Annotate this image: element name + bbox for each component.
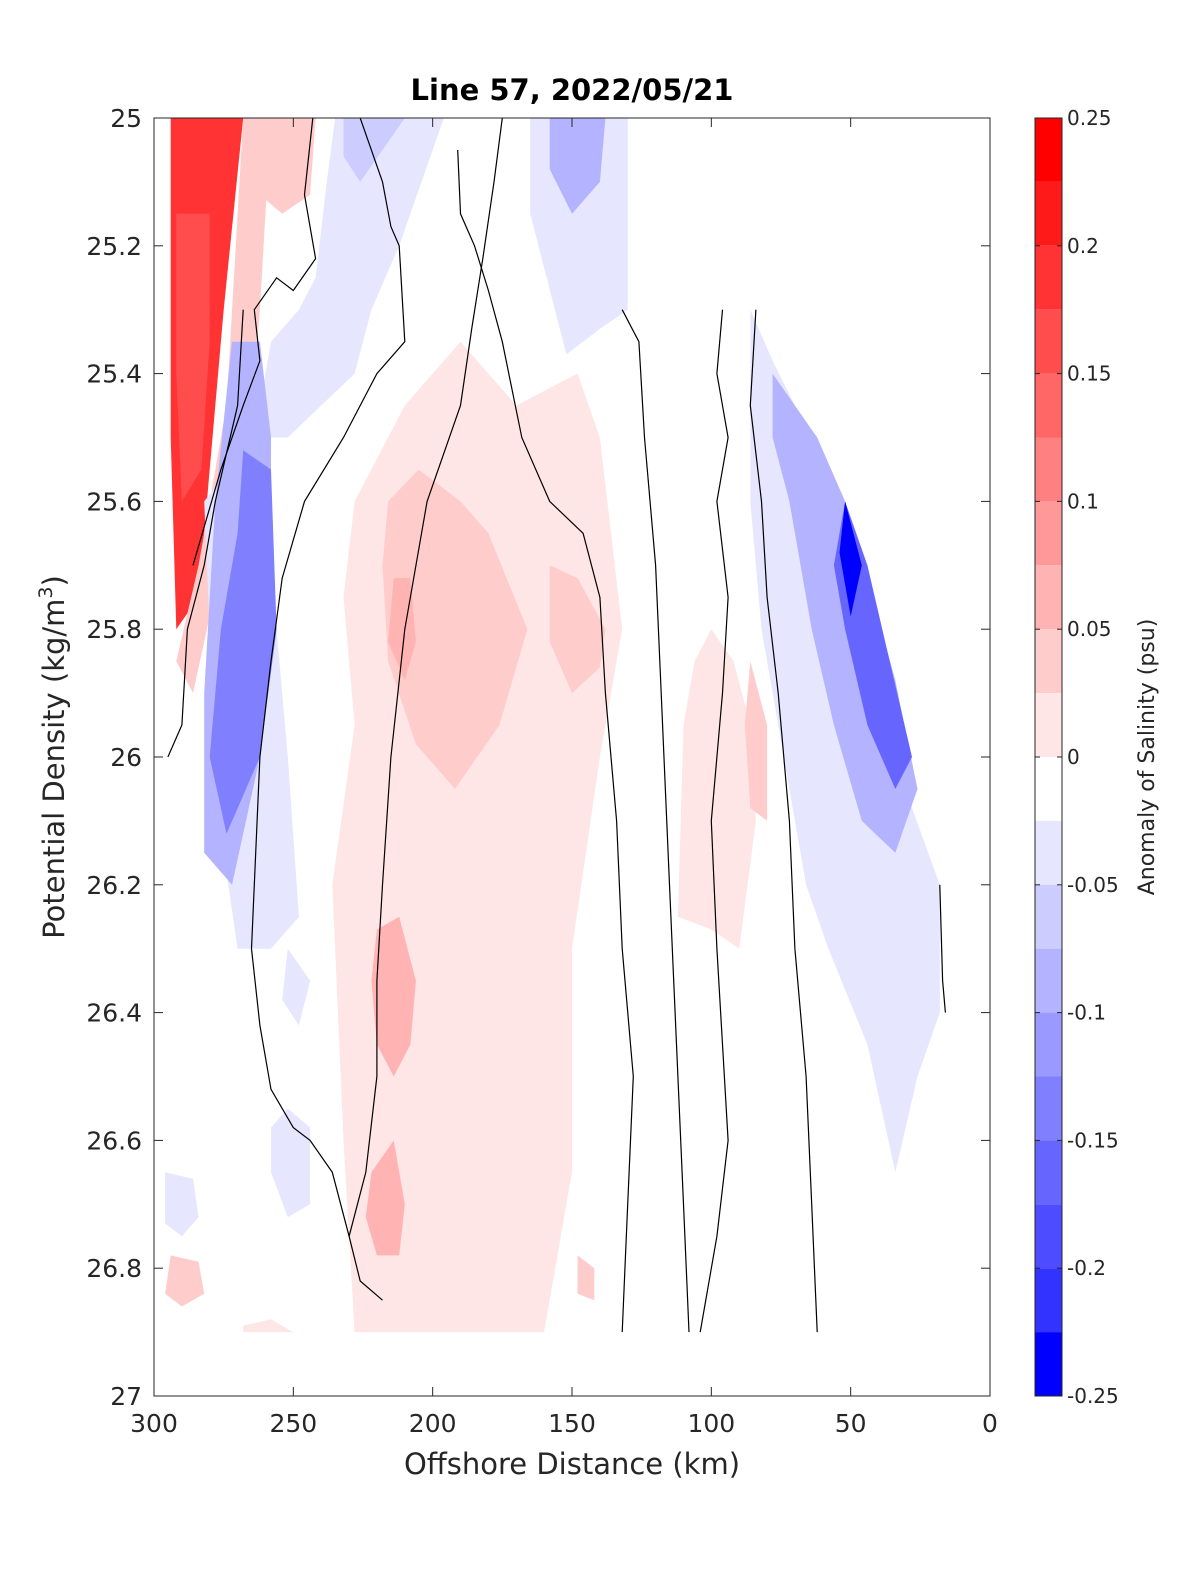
contour-region-neg-band-core (209, 450, 277, 834)
colorbar-ticks: 0.25 0.2 0.15 0.1 0.05 0 -0.05 -0.1 -0.15 -0.2 -0.… (1035, 106, 1119, 1408)
colorbar-swatch (1035, 1332, 1062, 1396)
y-tick-label: 26.2 (86, 871, 142, 900)
colorbar-tick-label: -0.05 (1067, 873, 1119, 897)
colorbar-swatch (1035, 1076, 1062, 1141)
contour-region-nearshore-pos-max (176, 213, 210, 502)
contour-region-pos-deep-patch-f (577, 1255, 595, 1301)
zero-contour-line-1 (192, 118, 317, 566)
y-tick-label: 26.4 (86, 999, 142, 1028)
colorbar-swatch (1035, 629, 1062, 694)
colorbar-swatch (1035, 181, 1062, 246)
colorbar-title: Anomaly of Salinity (psu) (1135, 619, 1160, 896)
colorbar-swatch (1035, 565, 1062, 630)
colorbar-swatch (1035, 820, 1062, 885)
y-tick-label: 26.8 (86, 1254, 142, 1283)
colorbar-swatch (1035, 245, 1062, 310)
zero-contour-line-2 (250, 118, 406, 1301)
x-tick-label: 200 (409, 1409, 457, 1438)
colorbar-tick-label: -0.2 (1067, 1256, 1106, 1280)
zero-contour-line-4 (348, 118, 503, 1237)
x-tick-label: 250 (269, 1409, 317, 1438)
x-tick-label: 150 (548, 1409, 596, 1438)
y-tick-label: 25.6 (86, 487, 142, 516)
contour-region-neg-coastal-max (839, 501, 862, 617)
contour-region-pos-patch-upper (259, 118, 316, 214)
x-tick-label: 300 (130, 1409, 178, 1438)
zero-contour-line-6 (699, 309, 729, 1333)
colorbar-swatch (1035, 1204, 1062, 1269)
y-axis: 25 25.2 25.4 25.6 25.8 26 26.2 26.4 26.6 26.8 27 (86, 104, 990, 1411)
colorbar-tick-label: 0.1 (1067, 489, 1099, 513)
x-tick-label: 100 (687, 1409, 735, 1438)
y-axis-title-close: ) (37, 575, 71, 586)
colorbar (1035, 118, 1062, 1396)
colorbar-swatch (1035, 373, 1062, 438)
colorbar-swatch (1035, 1012, 1062, 1077)
contour-region-pos-right-patch (549, 565, 606, 694)
colorbar-swatch (1035, 693, 1062, 757)
x-axis: 300 250 200 150 100 50 0 (130, 118, 998, 1438)
zero-contour-line-7 (749, 309, 818, 1333)
contour-region-nearshore-pos-outer (176, 118, 271, 694)
colorbar-tick-label: 0.25 (1067, 106, 1112, 130)
x-axis-title: Offshore Distance (km) (404, 1447, 740, 1481)
y-tick-label: 27 (110, 1382, 142, 1411)
colorbar-swatch (1035, 309, 1062, 374)
colorbar-swatch (1035, 437, 1062, 502)
colorbar-tick-label: 0 (1067, 745, 1080, 769)
y-tick-label: 25.8 (86, 615, 142, 644)
colorbar-tick-label: -0.1 (1067, 1001, 1106, 1025)
contour-region-neg-top-mid-core (549, 118, 606, 214)
contour-region-neg-top-left (343, 118, 405, 182)
colorbar-swatch (1035, 501, 1062, 566)
colorbar-tick-label: 0.2 (1067, 234, 1099, 258)
colorbar-tick-label: 0.05 (1067, 617, 1112, 641)
contour-region-pos-outer-right-core (744, 661, 768, 821)
y-tick-label: 25.4 (86, 360, 142, 389)
colorbar-swatch (1035, 1268, 1062, 1333)
contour-region-pos-outer-right (677, 629, 756, 949)
colorbar-tick-label: -0.15 (1067, 1128, 1119, 1152)
colorbar-swatch (1035, 948, 1062, 1013)
contour-region-pos-deep-patch-e (243, 1319, 294, 1333)
x-tick-label: 0 (982, 1409, 998, 1438)
filled-contours (165, 118, 940, 1333)
colorbar-tick-label: -0.25 (1067, 1384, 1119, 1408)
colorbar-swatch (1035, 884, 1062, 949)
y-axis-title-superscript: 3 (35, 586, 57, 598)
y-tick-label: 25.2 (86, 232, 142, 261)
y-tick-label: 25 (110, 104, 142, 133)
contour-region-pos-deep-patch-d (165, 1255, 205, 1307)
contour-region-neg-band-upper (204, 118, 444, 949)
colorbar-swatch (1035, 1140, 1062, 1205)
zero-contour-line-0 (167, 309, 244, 758)
y-axis-title-main: Potential Density (kg/m (37, 599, 71, 939)
y-axis-title: Potential Density (kg/m3) (35, 575, 71, 939)
chart-title: Line 57, 2022/05/21 (411, 73, 734, 107)
zero-contour-line-5 (621, 309, 690, 1333)
colorbar-tick-label: 0.15 (1067, 362, 1112, 386)
colorbar-swatch (1035, 118, 1062, 182)
contour-region-pos-deep-low (365, 1140, 405, 1256)
contour-region-neg-deep-patch-b (271, 1108, 311, 1218)
contour-region-pos-deep-left (371, 916, 416, 1077)
contour-region-neg-deep-patch-c (165, 1172, 199, 1237)
zero-contour-line-3 (457, 149, 634, 1333)
x-tick-label: 50 (835, 1409, 867, 1438)
colorbar-swatch (1035, 757, 1062, 821)
contour-region-neg-deep-patch-a (282, 948, 311, 1026)
y-tick-label: 26.6 (86, 1126, 142, 1155)
zero-contour-lines (167, 118, 946, 1333)
y-tick-label: 26 (110, 743, 142, 772)
zero-contour-line-8 (939, 884, 946, 1013)
